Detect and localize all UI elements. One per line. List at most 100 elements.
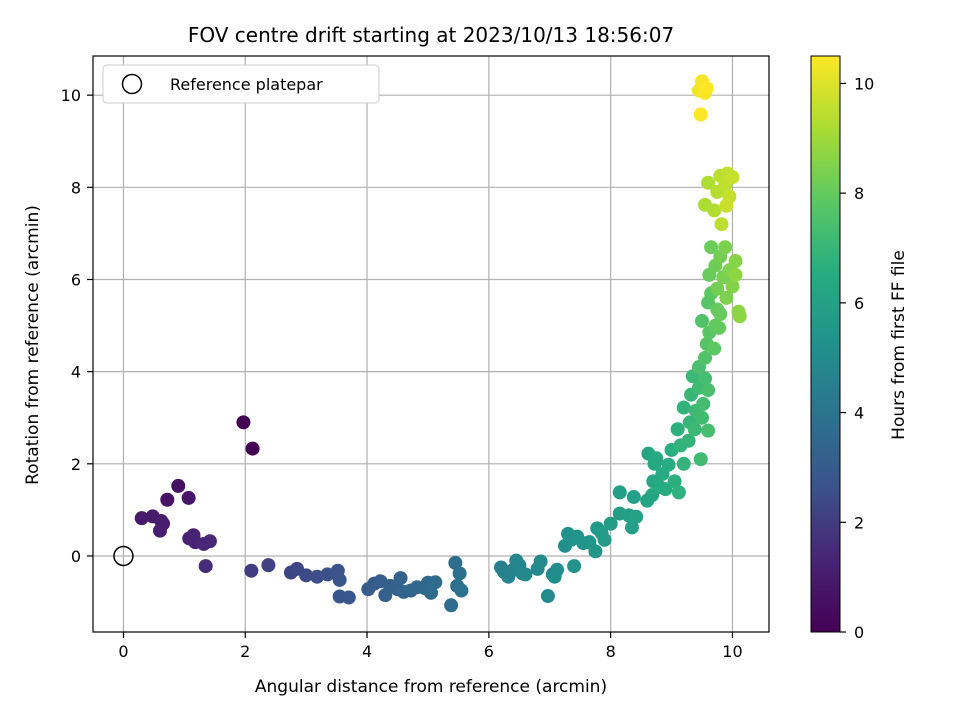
data-point	[171, 478, 186, 493]
data-point	[629, 509, 644, 524]
data-point	[712, 320, 727, 335]
data-point	[670, 422, 685, 437]
data-point	[695, 313, 710, 328]
data-point	[701, 383, 716, 398]
data-point	[444, 598, 459, 613]
x-tick-label: 6	[484, 642, 494, 661]
y-tick-label: 4	[71, 363, 81, 382]
data-point	[719, 290, 734, 305]
data-point	[160, 492, 175, 507]
data-point	[707, 203, 722, 218]
data-point	[701, 423, 716, 438]
data-point	[134, 511, 149, 526]
data-point	[567, 559, 582, 574]
plot-frame	[92, 55, 770, 633]
legend-entry-reference-platepar: Reference platepar	[170, 75, 323, 94]
data-point	[714, 217, 729, 232]
chart-title: FOV centre drift starting at 2023/10/13 …	[188, 23, 674, 47]
data-point	[676, 456, 691, 471]
data-point	[244, 563, 259, 578]
x-tick-label: 2	[240, 642, 250, 661]
x-tick-label: 8	[606, 642, 616, 661]
colorbar-label: Hours from first FF file	[889, 250, 909, 440]
data-point	[704, 240, 719, 255]
colorbar-tick-label: 4	[854, 404, 864, 423]
data-point	[624, 520, 639, 535]
colorbar-tick-label: 6	[854, 294, 864, 313]
data-point	[725, 170, 740, 185]
data-point	[701, 175, 716, 190]
data-point	[681, 433, 696, 448]
data-point	[518, 567, 533, 582]
data-point	[393, 571, 408, 586]
y-tick-label: 0	[71, 547, 81, 566]
x-axis-ticks: 0 2 4 6 8 10	[118, 632, 743, 661]
data-point	[341, 590, 356, 605]
data-point	[299, 568, 314, 583]
legend-box	[102, 64, 380, 104]
data-point	[245, 441, 260, 456]
data-point	[588, 544, 603, 559]
data-point	[152, 523, 167, 538]
data-point	[698, 371, 713, 386]
data-point	[428, 575, 443, 590]
data-point	[626, 489, 641, 504]
data-point	[719, 198, 734, 213]
data-point	[540, 589, 555, 604]
data-point	[454, 583, 469, 598]
data-point	[202, 534, 217, 549]
reference-marker-group	[113, 545, 134, 567]
y-tick-label: 8	[71, 178, 81, 197]
data-point	[658, 482, 673, 497]
x-tick-label: 10	[722, 642, 742, 661]
data-point	[699, 81, 714, 96]
legend-marker-icon	[121, 73, 143, 95]
y-axis-label: Rotation from reference (arcmin)	[23, 205, 43, 485]
legend: Reference platepar	[102, 64, 380, 104]
data-point	[698, 350, 713, 365]
data-point	[710, 281, 725, 296]
reference-marker-icon	[113, 545, 134, 567]
data-point	[181, 490, 196, 505]
data-point	[676, 400, 691, 415]
data-point	[236, 415, 251, 430]
data-point	[728, 267, 743, 282]
data-point	[718, 240, 733, 255]
data-point	[198, 559, 213, 574]
data-points	[134, 74, 747, 613]
data-point	[612, 485, 627, 500]
data-point	[597, 532, 612, 547]
data-point	[671, 485, 686, 500]
data-point	[603, 516, 618, 531]
data-point	[713, 307, 728, 322]
colorbar-tick-label: 10	[854, 74, 874, 93]
colorbar-tick-label: 8	[854, 184, 864, 203]
data-point	[696, 396, 711, 411]
colorbar-ticks: 0 2 4 6 8 10	[840, 74, 874, 642]
data-point	[732, 309, 747, 324]
colorbar-tick-label: 2	[854, 513, 864, 532]
x-axis-label: Angular distance from reference (arcmin)	[255, 677, 607, 697]
data-point	[448, 555, 463, 570]
data-point	[424, 585, 438, 600]
data-point	[695, 410, 710, 425]
data-point	[261, 558, 276, 573]
y-axis-ticks: 0 2 4 6 8 10	[61, 86, 93, 566]
data-point	[332, 572, 347, 587]
x-tick-label: 0	[118, 642, 128, 661]
data-point	[728, 254, 743, 269]
y-tick-label: 2	[71, 455, 81, 474]
data-point	[649, 451, 664, 466]
data-point	[707, 341, 722, 356]
data-point	[547, 569, 562, 584]
data-point	[533, 554, 548, 569]
data-point	[452, 566, 467, 581]
data-point	[667, 474, 682, 489]
x-tick-label: 4	[362, 642, 372, 661]
y-tick-label: 6	[71, 270, 81, 289]
data-point	[693, 452, 708, 467]
data-point	[661, 457, 676, 472]
colorbar-gradient	[810, 55, 841, 633]
data-point	[693, 107, 708, 122]
